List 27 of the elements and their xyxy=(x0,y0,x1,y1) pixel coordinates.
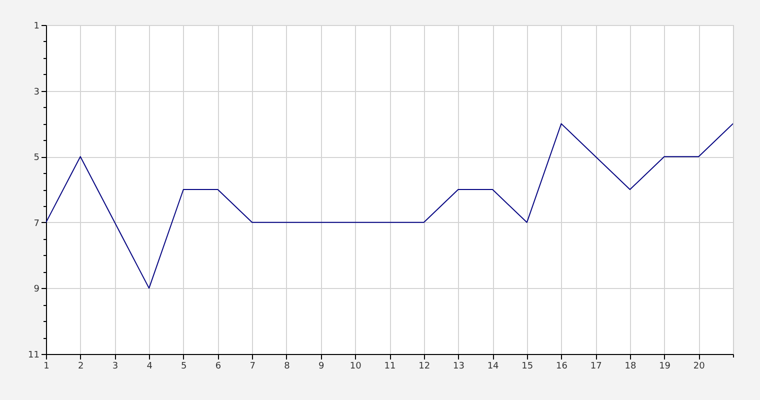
x-tick-label: 18 xyxy=(624,362,636,372)
y-tick-label: 3 xyxy=(34,87,40,98)
x-tick-label: 13 xyxy=(452,362,464,372)
x-tick-label: 7 xyxy=(250,362,256,372)
x-tick-label: 8 xyxy=(284,362,290,372)
y-tick-label: 1 xyxy=(34,22,40,32)
y-tick-label: 5 xyxy=(34,153,40,164)
x-tick-label: 10 xyxy=(350,362,362,372)
x-tick-label: 19 xyxy=(659,362,671,372)
x-tick-label: 2 xyxy=(78,362,84,372)
x-tick-label: 6 xyxy=(215,362,222,372)
x-tick-label: 1 xyxy=(44,362,50,372)
x-tick-label: 4 xyxy=(146,362,153,372)
x-tick-label: 9 xyxy=(318,362,324,372)
x-tick-label: 14 xyxy=(487,362,500,372)
line-series xyxy=(46,123,733,289)
x-tick-label: 20 xyxy=(693,362,706,372)
y-tick-label: 7 xyxy=(34,218,40,229)
x-tick-label: 12 xyxy=(418,362,430,372)
x-tick-label: 3 xyxy=(112,362,118,372)
x-tick-label: 15 xyxy=(522,362,534,372)
x-tick-label: 17 xyxy=(590,362,602,372)
y-tick-label: 11 xyxy=(28,350,40,360)
x-tick-label: 16 xyxy=(556,362,568,372)
x-tick-label: 11 xyxy=(384,362,396,372)
y-tick-label: 9 xyxy=(34,284,40,295)
x-tick-label: 5 xyxy=(181,362,187,372)
